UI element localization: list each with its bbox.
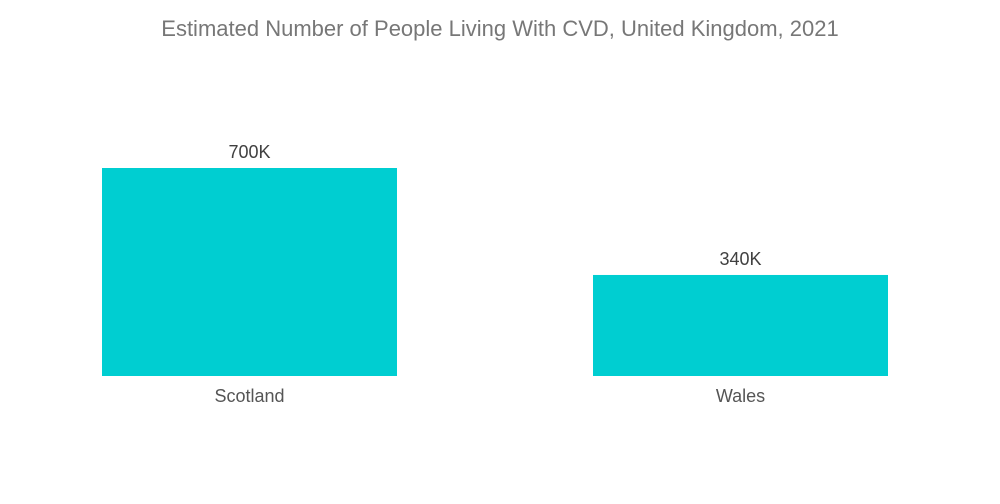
value-label-wales: 340K	[719, 249, 761, 269]
category-label-wales: Wales	[716, 386, 765, 406]
category-label-scotland: Scotland	[214, 386, 284, 406]
value-label-scotland: 700K	[228, 142, 270, 162]
bar-scotland	[102, 168, 397, 376]
chart-title: Estimated Number of People Living With C…	[161, 16, 839, 41]
bar-wales	[593, 274, 888, 376]
